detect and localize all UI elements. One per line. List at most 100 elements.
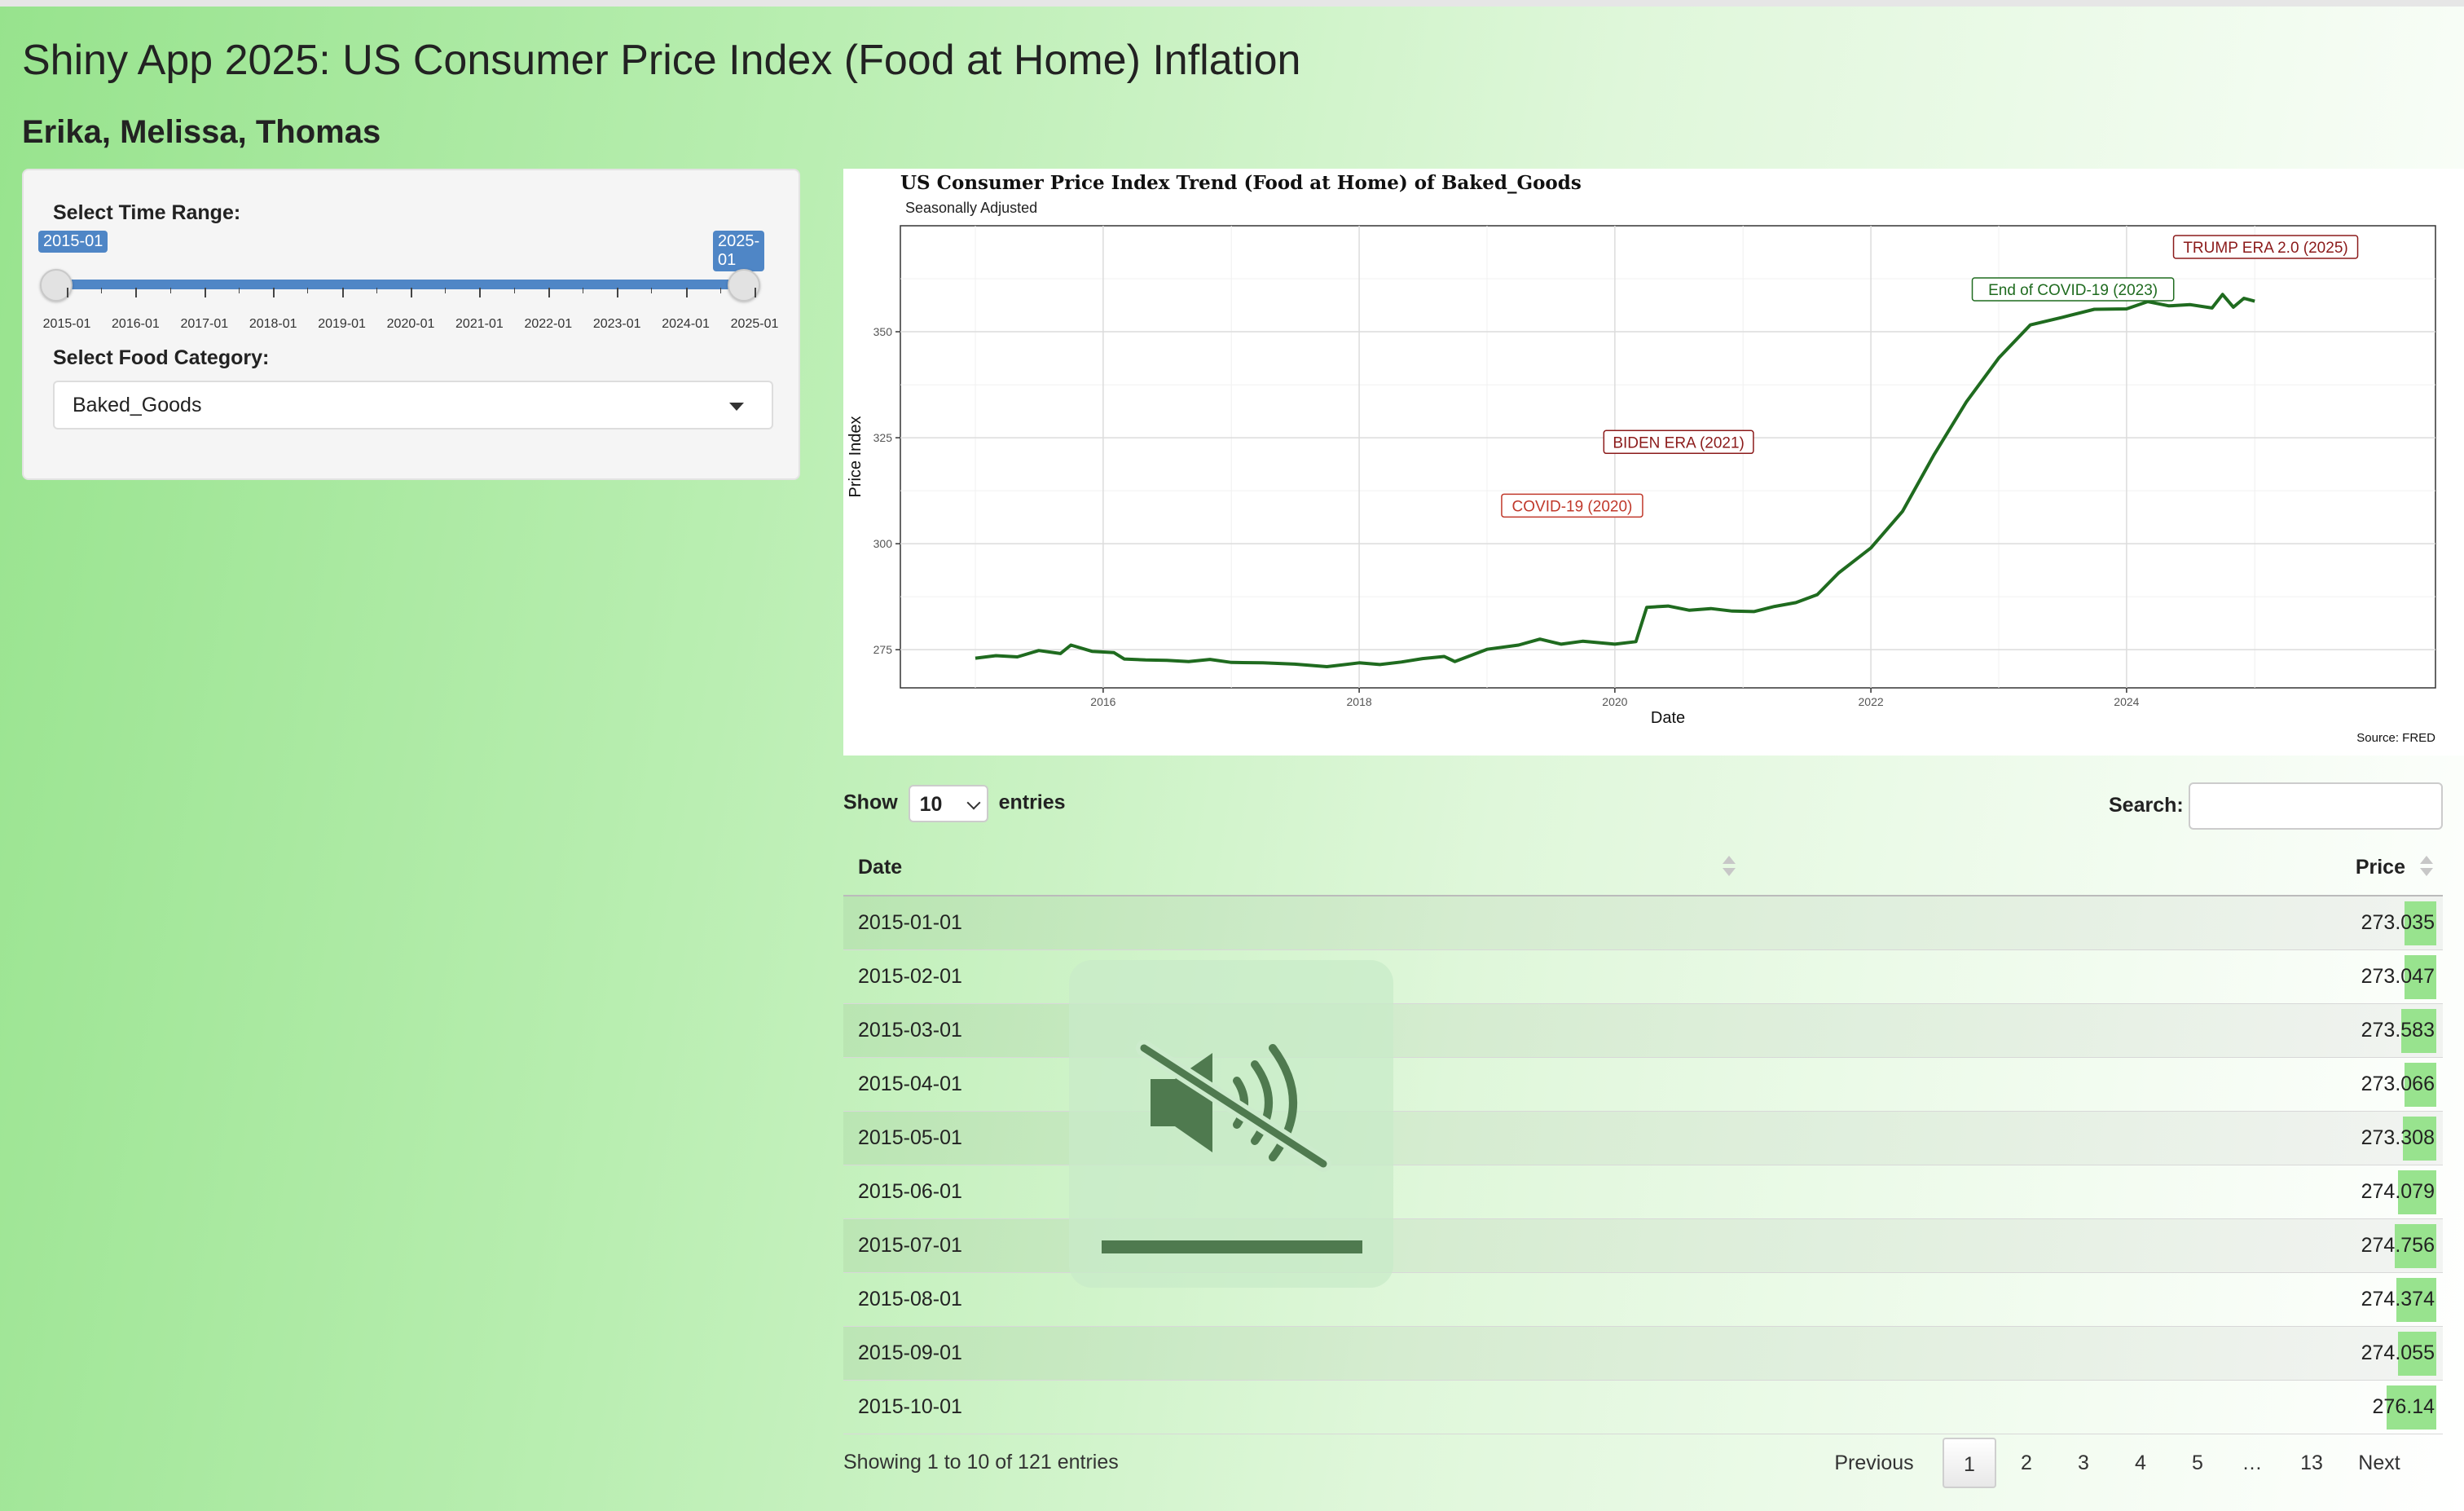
- price-data-bar: [2396, 1278, 2436, 1322]
- slider-tick-label: 2015-01: [42, 317, 91, 331]
- page-button-2[interactable]: 2: [2021, 1452, 2032, 1474]
- slider-tick-label: 2025-01: [730, 317, 779, 331]
- volume-overlay: [1069, 960, 1393, 1288]
- slider-minor-tick: [376, 288, 377, 293]
- search-label: Search:: [2109, 794, 2184, 817]
- table-info: Showing 1 to 10 of 121 entries: [843, 1451, 1119, 1474]
- entries-label: entries: [998, 791, 1066, 814]
- slider-major-tick: [341, 288, 344, 297]
- slider-minor-tick: [169, 288, 171, 293]
- food-category-select[interactable]: Baked_Goods: [53, 381, 773, 430]
- x-tick-label: 2024: [2114, 695, 2139, 708]
- date-cell: 2015-03-01: [858, 1019, 962, 1042]
- date-cell: 2015-05-01: [858, 1126, 962, 1149]
- slider-minor-tick: [651, 288, 653, 293]
- x-tick-label: 2022: [1859, 695, 1884, 708]
- price-data-bar: [2405, 901, 2436, 945]
- browser-top-strip: [0, 0, 2464, 7]
- pagination: Previous 1 2 3 4 5 … 13 Next: [1825, 1438, 2428, 1488]
- page-button-3[interactable]: 3: [2078, 1452, 2089, 1474]
- date-cell: 2015-07-01: [858, 1234, 962, 1257]
- price-cell: 273.308: [2361, 1126, 2435, 1149]
- page-subtitle: Erika, Melissa, Thomas: [22, 114, 381, 150]
- y-axis-label: Price Index: [847, 416, 865, 497]
- annotation-box: [2172, 235, 2359, 259]
- sort-icon[interactable]: [1723, 854, 1736, 880]
- series-line: [975, 293, 2255, 668]
- table-row[interactable]: 2015-01-01 273.035: [843, 896, 2443, 950]
- slider-track[interactable]: [56, 280, 749, 289]
- annotation-label: End of COVID-19 (2023): [1988, 282, 2158, 299]
- slider-tick-label: 2024-01: [662, 317, 710, 331]
- table-row[interactable]: 2015-02-01 273.047: [843, 950, 2443, 1004]
- slider-tick-label: 2020-01: [386, 317, 435, 331]
- annotation-box: [1501, 493, 1643, 518]
- y-tick-label: 275: [873, 643, 893, 656]
- page-button-4[interactable]: 4: [2135, 1452, 2146, 1474]
- slider-start-bubble: 2015-01: [38, 231, 108, 253]
- previous-page-button[interactable]: Previous: [1834, 1452, 1914, 1474]
- date-cell: 2015-04-01: [858, 1073, 962, 1095]
- slider-tick-label: 2018-01: [249, 317, 297, 331]
- annotation-box: [1971, 277, 2175, 302]
- next-page-button[interactable]: Next: [2358, 1452, 2400, 1474]
- date-cell: 2015-06-01: [858, 1180, 962, 1203]
- page-button-1[interactable]: 1: [1943, 1438, 1996, 1488]
- annotation-box: [1603, 430, 1754, 455]
- show-label: Show: [843, 791, 898, 814]
- volume-level-bar: [1102, 1240, 1362, 1253]
- chevron-down-icon: [729, 403, 744, 411]
- price-data-bar: [2387, 1385, 2436, 1430]
- food-category-label: Select Food Category:: [53, 346, 270, 369]
- slider-major-tick: [548, 288, 550, 297]
- column-header-price[interactable]: Price: [2355, 856, 2405, 879]
- time-range-label: Select Time Range:: [53, 201, 241, 224]
- y-tick-label: 350: [873, 325, 893, 338]
- speaker-muted-icon: [1136, 1040, 1331, 1172]
- price-cell: 273.035: [2361, 911, 2435, 934]
- time-range-slider[interactable]: 2015-01 2025-01 2015-01 2016-01 2017-01 201…: [38, 231, 778, 390]
- slider-major-tick: [273, 288, 275, 297]
- column-header-date[interactable]: Date: [858, 856, 903, 879]
- slider-minor-tick: [239, 288, 240, 293]
- slider-tick-label: 2017-01: [180, 317, 229, 331]
- page-length-select[interactable]: 10: [908, 785, 988, 822]
- page-button-5[interactable]: 5: [2192, 1452, 2203, 1474]
- table-row[interactable]: 2015-06-01 274.079: [843, 1165, 2443, 1219]
- price-index-chart: US Consumer Price Index Trend (Food at H…: [843, 169, 2464, 756]
- chart-subtitle: Seasonally Adjusted: [905, 200, 1037, 216]
- page-length-control: Show 10 entries: [843, 785, 1066, 822]
- price-cell: 274.374: [2361, 1288, 2435, 1311]
- y-tick-label: 300: [873, 537, 893, 550]
- table-row[interactable]: 2015-04-01 273.066: [843, 1058, 2443, 1112]
- page-button-13[interactable]: 13: [2300, 1452, 2323, 1474]
- table-row[interactable]: 2015-09-01 274.055: [843, 1327, 2443, 1381]
- slider-major-tick: [479, 288, 482, 297]
- slider-tick-label: 2019-01: [318, 317, 366, 331]
- price-data-bar: [2403, 1117, 2436, 1161]
- sidebar-panel: Select Time Range: 2015-01 2025-01 2015-…: [22, 169, 800, 480]
- annotation-label: BIDEN ERA (2021): [1613, 434, 1745, 452]
- table-row[interactable]: 2015-08-01 274.374: [843, 1273, 2443, 1327]
- slider-tick-label: 2016-01: [112, 317, 160, 331]
- date-cell: 2015-01-01: [858, 911, 962, 934]
- slider-major-tick: [204, 288, 206, 297]
- table-header: Date Price: [843, 841, 2443, 896]
- price-cell: 273.583: [2361, 1019, 2435, 1042]
- slider-major-tick: [685, 288, 688, 297]
- chart-title: US Consumer Price Index Trend (Food at H…: [900, 172, 1582, 194]
- x-tick-label: 2016: [1090, 695, 1115, 708]
- price-cell: 274.055: [2361, 1341, 2435, 1364]
- table-row[interactable]: 2015-10-01 276.14: [843, 1381, 2443, 1434]
- search-input[interactable]: [2189, 782, 2443, 830]
- slider-tick-label: 2023-01: [592, 317, 641, 331]
- price-data-bar: [2398, 1170, 2436, 1214]
- chevron-down-icon: [966, 795, 981, 810]
- slider-minor-tick: [445, 288, 447, 293]
- page-title: Shiny App 2025: US Consumer Price Index …: [22, 37, 1301, 84]
- sort-icon[interactable]: [2420, 854, 2433, 880]
- price-data-bar: [2398, 1332, 2436, 1376]
- price-data-bar: [2395, 1224, 2436, 1268]
- chart-caption: Source: FRED: [2356, 731, 2435, 745]
- price-cell: 273.066: [2361, 1073, 2435, 1095]
